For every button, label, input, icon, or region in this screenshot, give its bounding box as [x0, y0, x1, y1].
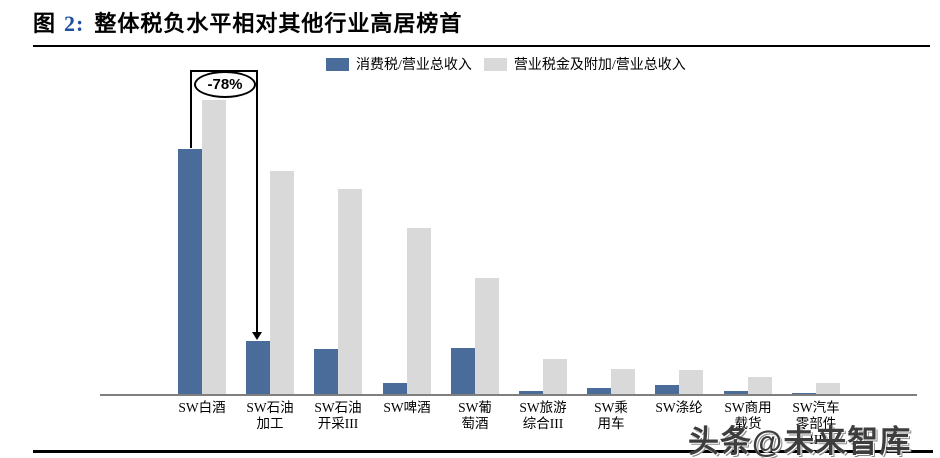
series-0-bar-5	[519, 391, 543, 394]
legend-swatch-0	[326, 57, 349, 71]
figure-title-text: 整体税负水平相对其他行业高居榜首	[94, 11, 463, 36]
series-1-bar-1	[270, 171, 294, 394]
series-0-bar-8	[724, 391, 748, 394]
annotation-arrowhead-down-icon	[252, 332, 262, 340]
legend-swatch-1	[483, 57, 507, 71]
x-axis-label-2: SW石油 开采III	[314, 400, 362, 431]
legend-item-business-tax: 营业税金及附加/营业总收入	[483, 54, 686, 74]
annotation-bracket-left-line	[190, 70, 192, 148]
annotation-arrow-line	[256, 70, 258, 332]
x-axis-label-4: SW葡 萄酒	[458, 400, 492, 431]
series-0-bar-1	[246, 341, 270, 394]
x-axis-label-6: SW乘 用车	[594, 400, 628, 431]
x-axis-label-7: SW涤纶	[655, 400, 703, 415]
watermark-text: 头条@未来智库	[688, 424, 912, 458]
series-0-bar-3	[383, 383, 407, 394]
x-axis-label-3: SW啤酒	[383, 400, 431, 415]
chart-legend: 消费税/营业总收入 营业税金及附加/营业总收入	[326, 54, 686, 74]
series-1-bar-0	[202, 100, 226, 394]
x-axis-label-1: SW石油 加工	[246, 400, 294, 431]
figure-bottom-rule	[33, 450, 933, 453]
legend-label-1: 营业税金及附加/营业总收入	[513, 58, 686, 73]
series-1-bar-2	[338, 189, 362, 394]
series-1-bar-6	[611, 369, 635, 394]
figure-title-number: 2:	[64, 11, 85, 36]
series-0-bar-9	[792, 393, 816, 394]
x-axis-label-8: SW商用 载货	[724, 400, 772, 431]
legend-label-0: 消费税/营业总收入	[356, 58, 472, 73]
x-axis-label-5: SW旅游 综合III	[519, 400, 567, 431]
series-0-bar-4	[451, 348, 475, 394]
annotation-label: -78%	[207, 76, 243, 93]
series-0-bar-0	[178, 149, 202, 394]
series-1-bar-5	[543, 359, 567, 394]
series-0-bar-6	[587, 388, 611, 394]
x-axis-label-0: SW白酒	[178, 400, 226, 415]
x-axis-line	[100, 394, 917, 396]
series-1-bar-3	[407, 228, 431, 394]
figure-title: 图 2: 整体税负水平相对其他行业高居榜首	[33, 6, 462, 38]
annotation-ellipse: -78%	[194, 71, 256, 98]
series-0-bar-7	[655, 385, 679, 394]
series-1-bar-9	[816, 383, 840, 394]
series-1-bar-8	[748, 377, 772, 394]
title-underline	[33, 45, 930, 47]
figure-title-prefix: 图	[33, 11, 57, 36]
legend-item-consumption-tax: 消费税/营业总收入	[326, 54, 472, 74]
x-axis-label-9: SW汽车 零部件 III	[792, 400, 840, 447]
series-1-bar-7	[679, 370, 703, 394]
series-0-bar-2	[314, 349, 338, 394]
series-1-bar-4	[475, 278, 499, 394]
